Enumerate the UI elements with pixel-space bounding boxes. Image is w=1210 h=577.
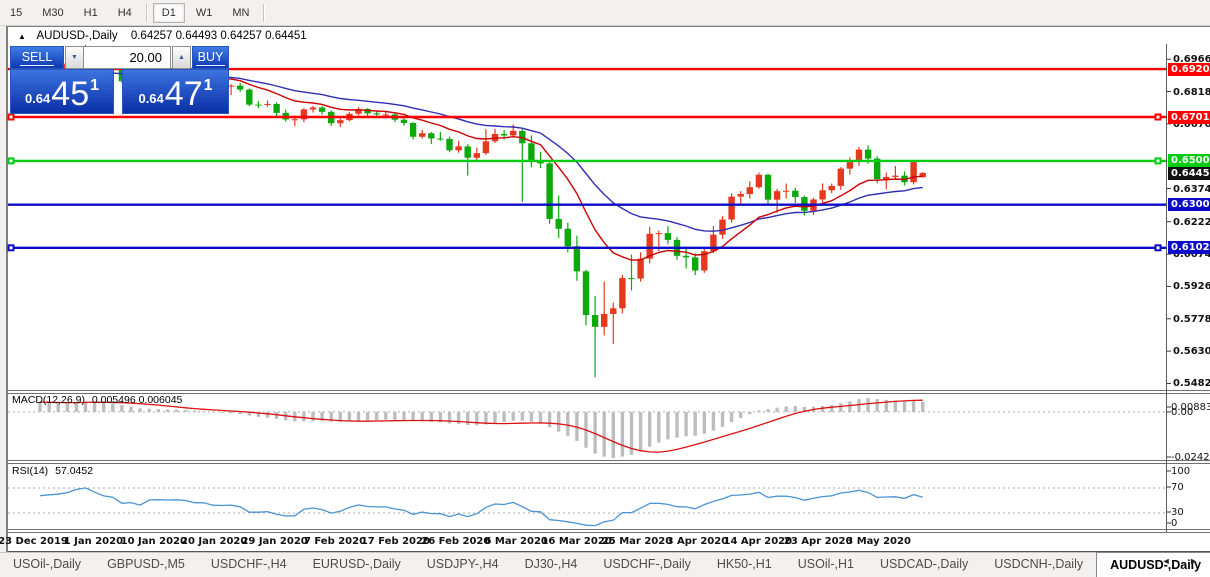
volume-decrease-button[interactable]: ▼ <box>65 46 84 69</box>
date-label: 26 Feb 2020 <box>421 536 491 547</box>
buy-button[interactable]: BUY <box>192 46 229 69</box>
rsi-line <box>39 487 923 527</box>
date-label: 7 Feb 2020 <box>303 536 367 547</box>
chart-tab-EURUSD-Daily[interactable]: EURUSD-,Daily <box>312 557 401 571</box>
date-label: 29 Jan 2020 <box>241 536 308 547</box>
chart-tab-USDCAD-Daily[interactable]: USDCAD-,Daily <box>880 557 969 571</box>
chart-title-row: ▲ AUDUSD-,Daily 0.64257 0.64493 0.64257 … <box>8 30 307 46</box>
chart-ohlc-values: 0.64257 0.64493 0.64257 0.64451 <box>130 30 307 42</box>
price-tag-0.65005: 0.65005 <box>1168 154 1210 168</box>
date-label: 23 Dec 2019 <box>0 536 68 547</box>
macd-axis-label: 0.00 <box>1171 406 1194 418</box>
macd-signal-line <box>39 399 923 453</box>
rsi-axis-label: 0 <box>1171 518 1178 529</box>
price-tag-0.69208: 0.69208 <box>1168 62 1210 76</box>
macd-histogram <box>38 398 925 459</box>
toolbar-separator <box>145 3 148 22</box>
timeframe-button-D1[interactable]: D1 <box>152 2 185 23</box>
timeframe-button-M30[interactable]: M30 <box>42 6 64 19</box>
volume-input[interactable] <box>84 46 171 69</box>
timeframe-toolbar: 15 M30 H1 H4 D1 W1 MN <box>0 0 1210 26</box>
tab-scroll-right-icon[interactable]: ► <box>1189 556 1206 566</box>
chart-tab-GBPUSD-M5[interactable]: GBPUSD-,M5 <box>107 557 185 571</box>
macd-values: 0.005496 0.006045 <box>91 394 183 406</box>
rsi-value: 57.0452 <box>55 465 94 477</box>
chart-tab-USDCHF-Daily[interactable]: USDCHF-,Daily <box>603 557 691 571</box>
timeframe-button-H1[interactable]: H1 <box>83 6 98 19</box>
chart-tab-HK50-H1[interactable]: HK50-,H1 <box>716 557 772 571</box>
one-click-trade-panel: SELL ▼ ▲ BUY 0.64 45 1 0.64 47 1 <box>10 46 229 114</box>
chart-tab-DJ30-H4[interactable]: DJ30-,H4 <box>524 557 578 571</box>
date-label: 16 Mar 2020 <box>541 536 612 547</box>
pane-splitter-dates <box>8 529 1210 533</box>
rsi-axis-label: 70 <box>1171 482 1184 493</box>
chart-tab-bar: USOil-,Daily GBPUSD-,M5 USDCHF-,H4 EURUSD-,… <box>0 552 1210 577</box>
macd-label: MACD(12,26,9) 0.005496 0.006045 <box>12 394 182 406</box>
macd-title: MACD(12,26,9) <box>12 394 85 406</box>
date-label: 10 Jan 2020 <box>120 536 187 547</box>
volume-increase-button[interactable]: ▲ <box>172 46 191 69</box>
timeframe-button-15[interactable]: 15 <box>10 6 23 19</box>
date-label: 6 Mar 2020 <box>484 536 548 547</box>
date-label: 3 Apr 2020 <box>666 536 729 547</box>
one-click-panel-toggle-icon[interactable]: ▲ <box>18 32 26 41</box>
chart-tab-USOil-Daily[interactable]: USOil-,Daily <box>13 557 82 571</box>
chart-tab-USDJPY-H4[interactable]: USDJPY-,H4 <box>426 557 499 571</box>
date-label: 3 May 2020 <box>846 536 911 547</box>
tab-scroll-left-icon[interactable]: ◄ <box>1161 556 1179 566</box>
date-label: 20 Jan 2020 <box>181 536 248 547</box>
timeframe-button-MN[interactable]: MN <box>232 6 250 19</box>
buy-price-prefix: 0.64 <box>138 91 164 106</box>
price-tag-0.63002: 0.63002 <box>1168 198 1210 212</box>
pane-splitter-macd[interactable] <box>8 390 1210 394</box>
sell-price-button[interactable]: 0.64 45 1 <box>10 69 114 114</box>
buy-price-button[interactable]: 0.64 47 1 <box>122 69 229 114</box>
tab-scroll-arrows[interactable]: ◄ ► <box>1162 556 1206 566</box>
sell-button[interactable]: SELL <box>10 46 64 69</box>
sell-price-prefix: 0.64 <box>24 91 51 106</box>
sell-price-pips: 45 <box>51 75 90 113</box>
date-label: 25 Mar 2020 <box>601 536 673 547</box>
sell-price-pipette: 1 <box>90 77 100 94</box>
rsi-label: RSI(14) 57.0452 <box>12 465 93 477</box>
price-axis-border <box>1166 44 1167 532</box>
date-label: 1 Jan 2020 <box>63 536 124 547</box>
price-tag-0.61028: 0.61028 <box>1168 241 1210 255</box>
chart-tab-USDCHF-H4[interactable]: USDCHF-,H4 <box>210 557 287 571</box>
date-label: 23 Apr 2020 <box>783 536 853 547</box>
macd-axis-label: 0.008833 <box>1171 402 1210 413</box>
date-label: 17 Feb 2020 <box>360 536 430 547</box>
price-tag-0.67014: 0.67014 <box>1168 110 1210 124</box>
toolbar-separator <box>263 3 266 22</box>
timeframe-button-H4[interactable]: H4 <box>117 6 132 19</box>
price-tag-0.64451: 0.64451 <box>1168 166 1210 180</box>
chart-tab-USOil-H1[interactable]: USOil-,H1 <box>797 557 855 571</box>
chart-symbol-title: AUDUSD-,Daily <box>36 30 118 42</box>
chart-tab-AUDUSD-Daily[interactable]: AUDUSD-,Daily <box>1096 552 1210 577</box>
rsi-title: RSI(14) <box>12 465 49 477</box>
chart-tab-USDCNH-Daily[interactable]: USDCNH-,Daily <box>994 557 1084 571</box>
buy-price-pipette: 1 <box>203 77 213 94</box>
rsi-axis-label: 30 <box>1171 507 1184 518</box>
date-label: 14 Apr 2020 <box>723 536 793 547</box>
timeframe-button-W1[interactable]: W1 <box>195 6 213 19</box>
pane-splitter-rsi[interactable] <box>8 460 1210 464</box>
macd-axis-label: -0.02428 <box>1171 452 1210 463</box>
rsi-axis-label: 100 <box>1171 466 1191 477</box>
buy-price-pips: 47 <box>164 75 203 113</box>
